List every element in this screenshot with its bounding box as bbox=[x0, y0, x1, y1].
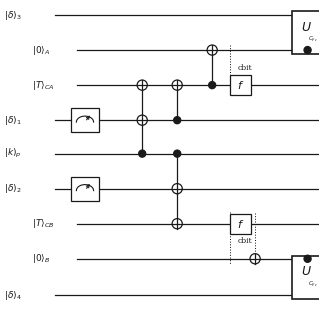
Text: $|0\rangle_A$: $|0\rangle_A$ bbox=[33, 44, 51, 57]
Text: $|T\rangle_{CB}$: $|T\rangle_{CB}$ bbox=[33, 217, 55, 230]
Bar bbox=[230, 214, 251, 234]
Text: $|T\rangle_{CA}$: $|T\rangle_{CA}$ bbox=[33, 79, 55, 92]
Circle shape bbox=[250, 254, 260, 264]
Circle shape bbox=[304, 255, 311, 262]
Text: $C_{y_z}$: $C_{y_z}$ bbox=[308, 280, 318, 290]
Circle shape bbox=[172, 184, 182, 194]
Text: $f$: $f$ bbox=[237, 218, 244, 230]
Text: $U$: $U$ bbox=[300, 21, 311, 34]
Text: $|\delta)_1$: $|\delta)_1$ bbox=[4, 114, 21, 127]
Circle shape bbox=[172, 80, 182, 90]
Bar bbox=[230, 75, 251, 95]
Text: $C_{y_z}$: $C_{y_z}$ bbox=[308, 35, 318, 45]
Text: cbit: cbit bbox=[238, 64, 252, 72]
Bar bbox=[71, 108, 99, 132]
Text: $|\delta)_3$: $|\delta)_3$ bbox=[4, 9, 21, 21]
Text: $|\delta)_2$: $|\delta)_2$ bbox=[4, 182, 21, 195]
Circle shape bbox=[304, 47, 311, 53]
Text: $|0\rangle_B$: $|0\rangle_B$ bbox=[33, 252, 51, 265]
Text: $f$: $f$ bbox=[237, 79, 244, 91]
Bar bbox=[292, 11, 320, 54]
Bar bbox=[292, 256, 320, 299]
Text: $|k)_p$: $|k)_p$ bbox=[4, 147, 21, 160]
Text: $|\delta)_4$: $|\delta)_4$ bbox=[4, 289, 22, 302]
Bar bbox=[71, 177, 99, 201]
Circle shape bbox=[174, 150, 181, 157]
Circle shape bbox=[209, 82, 216, 89]
Text: cbit: cbit bbox=[238, 237, 252, 245]
Circle shape bbox=[137, 115, 147, 125]
Circle shape bbox=[137, 80, 147, 90]
Circle shape bbox=[139, 150, 146, 157]
Text: $U$: $U$ bbox=[300, 265, 311, 278]
Circle shape bbox=[207, 45, 217, 55]
Circle shape bbox=[174, 117, 181, 124]
Circle shape bbox=[172, 219, 182, 229]
